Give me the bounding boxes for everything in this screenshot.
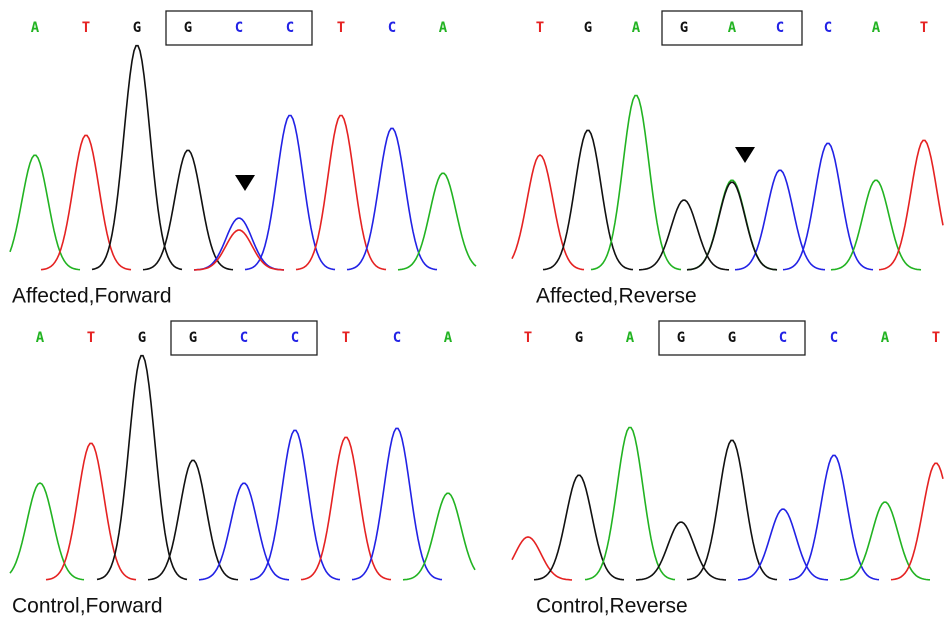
trace-peak [296,116,386,270]
panel-label: Control,Reverse [536,595,688,618]
base-call: C [388,20,396,36]
panel-label: Affected,Reverse [536,285,697,308]
base-call: T [82,20,90,36]
chromatogram-panel: T G A G G C C A T Control,Reverse [512,321,943,618]
trace-peak [301,437,391,579]
base-call: A [36,330,45,346]
trace-peak [543,130,633,269]
trace-peak [92,46,182,270]
base-call: G [138,330,146,346]
base-call: A [632,20,641,36]
trace-peak [352,428,442,579]
base-call: T [342,330,350,346]
base-call: G [184,20,192,36]
base-call: C [393,330,401,346]
trace-peak [245,116,335,270]
trace-peak [250,430,340,579]
base-call: C [240,330,248,346]
base-call: G [133,20,141,36]
base-call: C [824,20,832,36]
base-call: T [536,20,544,36]
figure: A T G G C C T C A Affected,Forward T G A G A C C A T Affect… [0,0,944,618]
base-call: A [626,330,635,346]
trace-peak [831,180,921,269]
base-call: T [337,20,345,36]
base-call: C [779,330,787,346]
base-call: G [728,330,736,346]
trace-peak [148,460,238,579]
base-call: C [286,20,294,36]
trace-peak [97,356,187,580]
trace-peak [591,96,681,270]
chromatogram-panel: T G A G A C C A T Affected,Reverse [512,11,943,308]
base-call: A [872,20,881,36]
base-call: C [291,330,299,346]
chromatogram-panel: A T G G C C T C A Control,Forward [10,321,475,618]
base-call: A [439,20,448,36]
base-call: G [677,330,685,346]
base-call: A [31,20,40,36]
base-call: A [444,330,453,346]
mutation-arrow [235,175,255,191]
base-call: G [575,330,583,346]
base-call: T [87,330,95,346]
base-call: T [524,330,532,346]
trace-peak [879,140,943,269]
trace-peak [738,509,828,580]
trace-peak [891,463,943,579]
trace-peak [512,537,572,580]
base-call: G [189,330,197,346]
trace-peak [194,230,284,270]
base-call: G [680,20,688,36]
trace-peak [639,200,729,270]
trace-peak [789,455,879,579]
base-call: T [932,330,940,346]
trace-peak [783,143,873,269]
chromatogram-panel: A T G G C C T C A Affected,Forward [10,11,476,308]
trace-peak [398,173,476,269]
trace-peak [347,128,437,269]
trace-peak [403,493,475,580]
trace-peak [585,428,675,580]
base-call: A [728,20,737,36]
base-call: A [881,330,890,346]
base-call: G [584,20,592,36]
mutation-arrow [735,147,755,163]
base-call: T [920,20,928,36]
trace-peak [512,155,584,270]
base-call: C [776,20,784,36]
base-call: C [830,330,838,346]
panel-label: Affected,Forward [12,285,172,308]
base-call: C [235,20,243,36]
trace-peak [194,218,284,270]
trace-peak [735,170,825,269]
panel-label: Control,Forward [12,595,163,618]
